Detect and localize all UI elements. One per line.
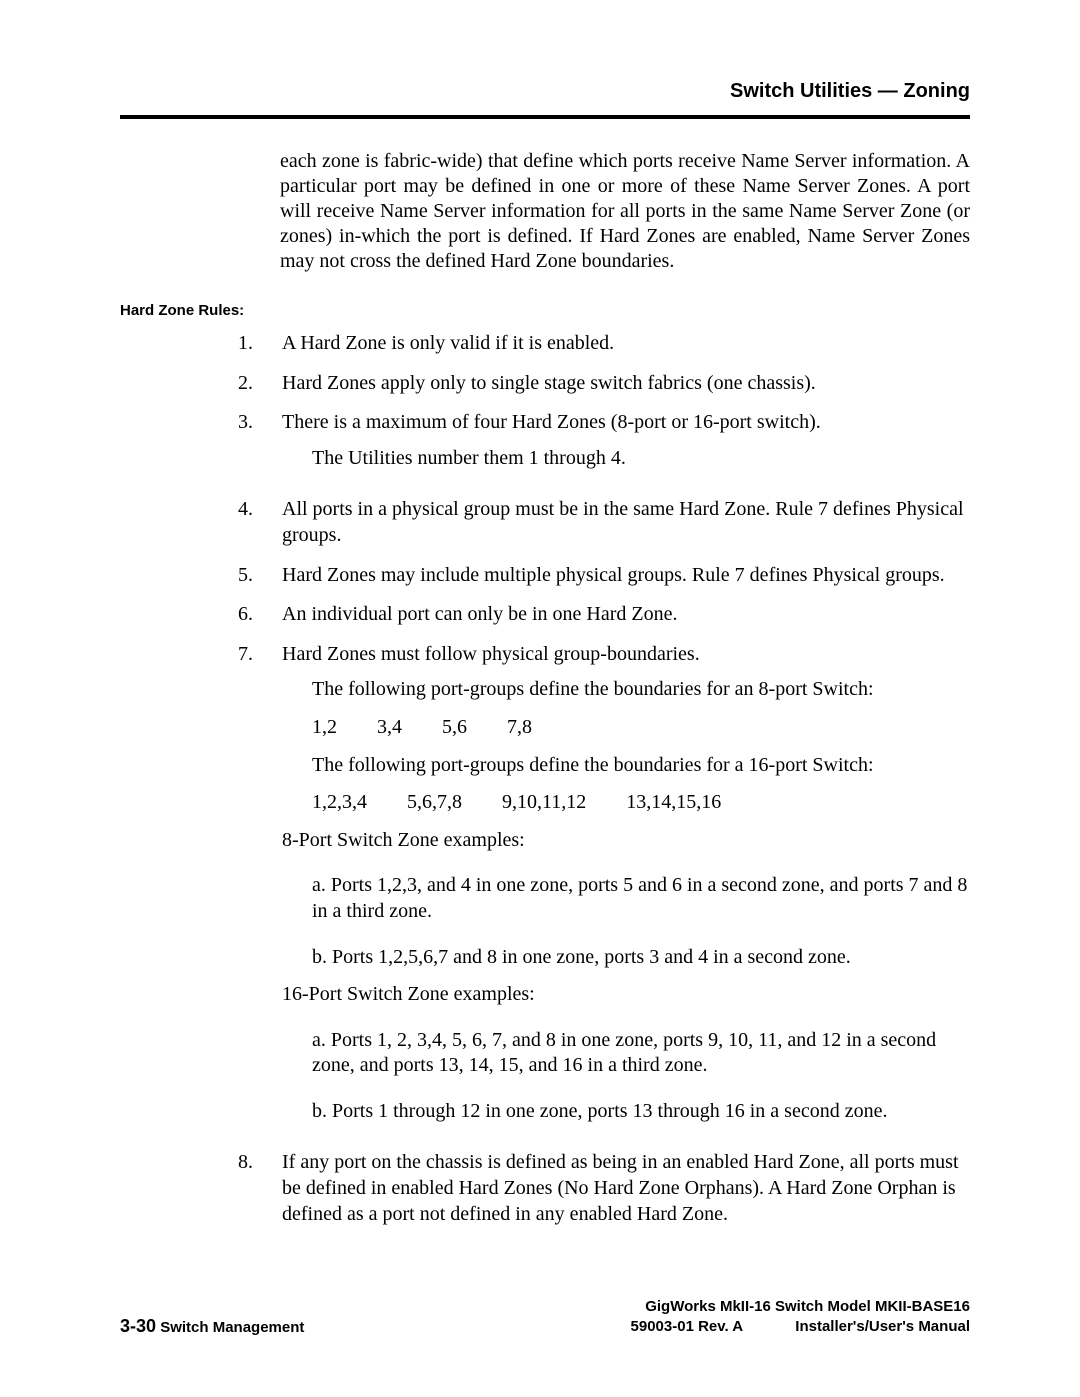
example-item: b. Ports 1 through 12 in one zone, ports… bbox=[312, 1099, 970, 1125]
rule-item: 5. Hard Zones may include multiple physi… bbox=[238, 563, 970, 589]
footer-right: GigWorks MkII-16 Switch Model MKII-BASE1… bbox=[631, 1297, 970, 1338]
boundary-8-label: The following port-groups define the bou… bbox=[312, 677, 970, 703]
rule-text: There is a maximum of four Hard Zones (8… bbox=[282, 410, 970, 483]
rule-text: An individual port can only be in one Ha… bbox=[282, 602, 970, 628]
boundary-16-label: The following port-groups define the bou… bbox=[312, 753, 970, 779]
rule-subtext: The Utilities number them 1 through 4. bbox=[312, 446, 970, 472]
boundary-8-groups: 1,2 3,4 5,6 7,8 bbox=[312, 715, 970, 741]
footer-section: Switch Management bbox=[160, 1319, 304, 1336]
rule-number: 1. bbox=[238, 331, 282, 357]
rule-item: 2. Hard Zones apply only to single stage… bbox=[238, 371, 970, 397]
footer-page-number: 3-30 bbox=[120, 1316, 156, 1336]
footer-manual: Installer's/User's Manual bbox=[795, 1318, 970, 1335]
rule-sub-line: The Utilities number them 1 through 4. bbox=[312, 446, 970, 472]
rule-subtext: The following port-groups define the bou… bbox=[312, 677, 970, 815]
footer-left: 3-30 Switch Management bbox=[120, 1316, 304, 1337]
page: Switch Utilities — Zoning each zone is f… bbox=[0, 0, 1080, 1397]
rule-number: 3. bbox=[238, 410, 282, 483]
rule-item: 7. Hard Zones must follow physical group… bbox=[238, 642, 970, 1137]
example-item: a. Ports 1,2,3, and 4 in one zone, ports… bbox=[312, 873, 970, 924]
rule-number: 6. bbox=[238, 602, 282, 628]
footer-product: GigWorks MkII-16 Switch Model MKII-BASE1… bbox=[631, 1297, 970, 1317]
rule-item: 4. All ports in a physical group must be… bbox=[238, 497, 970, 548]
examples-8port-title: 8-Port Switch Zone examples: bbox=[282, 828, 970, 854]
rule-text: A Hard Zone is only valid if it is enabl… bbox=[282, 331, 970, 357]
rule-text: Hard Zones apply only to single stage sw… bbox=[282, 371, 970, 397]
rule-number: 5. bbox=[238, 563, 282, 589]
rule-text-main: Hard Zones must follow physical group-bo… bbox=[282, 643, 700, 665]
page-footer: 3-30 Switch Management GigWorks MkII-16 … bbox=[120, 1297, 970, 1338]
example-item: a. Ports 1, 2, 3,4, 5, 6, 7, and 8 in on… bbox=[312, 1028, 970, 1079]
rule-text: Hard Zones must follow physical group-bo… bbox=[282, 642, 970, 1137]
rule-number: 2. bbox=[238, 371, 282, 397]
rule-text-main: There is a maximum of four Hard Zones (8… bbox=[282, 411, 821, 433]
rule-number: 4. bbox=[238, 497, 282, 548]
footer-revision: 59003-01 Rev. A bbox=[631, 1317, 744, 1337]
examples-8port: 8-Port Switch Zone examples: a. Ports 1,… bbox=[282, 828, 970, 970]
examples-16port: 16-Port Switch Zone examples: a. Ports 1… bbox=[282, 982, 970, 1124]
rule-text: All ports in a physical group must be in… bbox=[282, 497, 970, 548]
rule-text: If any port on the chassis is defined as… bbox=[282, 1150, 970, 1227]
examples-16port-title: 16-Port Switch Zone examples: bbox=[282, 982, 970, 1008]
rule-item: 6. An individual port can only be in one… bbox=[238, 602, 970, 628]
rule-number: 8. bbox=[238, 1150, 282, 1227]
page-header: Switch Utilities — Zoning bbox=[120, 80, 970, 113]
intro-paragraph: each zone is fabric-wide) that define wh… bbox=[280, 149, 970, 274]
rule-number: 7. bbox=[238, 642, 282, 1137]
rule-item: 3. There is a maximum of four Hard Zones… bbox=[238, 410, 970, 483]
boundary-16-groups: 1,2,3,4 5,6,7,8 9,10,11,12 13,14,15,16 bbox=[312, 790, 970, 816]
rule-text: Hard Zones may include multiple physical… bbox=[282, 563, 970, 589]
hard-zone-rules-label: Hard Zone Rules: bbox=[120, 302, 970, 319]
rule-item: 8. If any port on the chassis is defined… bbox=[238, 1150, 970, 1227]
header-rule bbox=[120, 115, 970, 119]
rules-list: 1. A Hard Zone is only valid if it is en… bbox=[238, 331, 970, 1227]
example-item: b. Ports 1,2,5,6,7 and 8 in one zone, po… bbox=[312, 945, 970, 971]
rule-item: 1. A Hard Zone is only valid if it is en… bbox=[238, 331, 970, 357]
